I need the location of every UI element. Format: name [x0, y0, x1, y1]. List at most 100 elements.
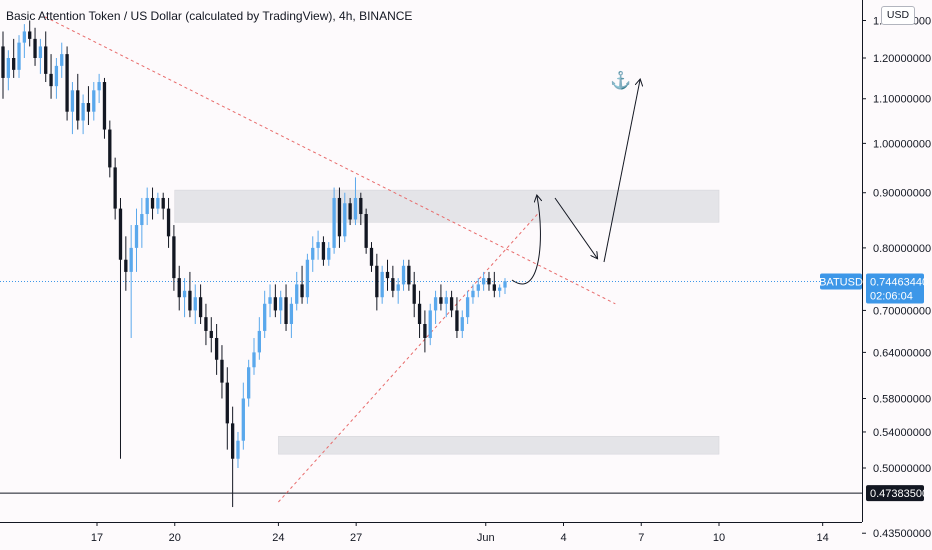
candle[interactable] — [6, 50, 10, 91]
candle[interactable] — [359, 192, 363, 226]
candle[interactable] — [81, 94, 85, 135]
curved-up-arrow[interactable] — [511, 196, 540, 285]
candle[interactable] — [86, 86, 91, 126]
candle[interactable] — [396, 278, 400, 304]
candle[interactable] — [150, 187, 155, 220]
candle[interactable] — [481, 271, 486, 291]
candle[interactable] — [289, 297, 294, 338]
candle[interactable] — [316, 230, 320, 260]
candle[interactable] — [311, 236, 315, 272]
candle[interactable] — [76, 73, 80, 130]
candle[interactable] — [273, 284, 278, 318]
candle[interactable] — [193, 284, 197, 324]
candle[interactable] — [70, 82, 75, 135]
candle[interactable] — [343, 192, 347, 243]
candle[interactable] — [236, 431, 240, 468]
candle[interactable] — [498, 284, 502, 298]
candle[interactable] — [380, 265, 384, 304]
candle[interactable] — [455, 297, 459, 338]
down-arrow[interactable] — [554, 197, 597, 258]
candle[interactable] — [28, 20, 32, 47]
candle[interactable] — [188, 271, 192, 318]
candle[interactable] — [492, 271, 496, 298]
candle[interactable] — [337, 187, 342, 248]
candle[interactable] — [375, 253, 379, 311]
candle[interactable] — [257, 317, 261, 360]
candle[interactable] — [241, 382, 245, 450]
candle[interactable] — [284, 284, 288, 331]
candle[interactable] — [177, 265, 181, 311]
candle[interactable] — [108, 120, 112, 178]
candle[interactable] — [327, 242, 331, 266]
candle[interactable] — [102, 77, 107, 139]
candle[interactable] — [401, 259, 406, 291]
candle[interactable] — [433, 290, 438, 324]
anchor-icon[interactable]: ⚓ — [610, 70, 631, 90]
symbol-tag[interactable] — [820, 273, 862, 290]
candle[interactable] — [465, 290, 470, 324]
zone-rectangle[interactable] — [174, 189, 720, 223]
candle[interactable] — [353, 177, 358, 226]
candle[interactable] — [22, 24, 27, 58]
candle[interactable] — [124, 236, 128, 291]
up-target-arrow[interactable] — [603, 80, 640, 263]
candle[interactable] — [129, 225, 133, 338]
candle[interactable] — [44, 31, 48, 83]
candle[interactable] — [300, 265, 304, 304]
currency-button[interactable]: USD — [881, 6, 915, 25]
candle[interactable] — [476, 278, 480, 298]
candle[interactable] — [166, 197, 171, 248]
candle[interactable] — [247, 359, 251, 407]
candle[interactable] — [92, 82, 96, 121]
candle[interactable] — [428, 303, 432, 346]
candle[interactable] — [417, 290, 422, 338]
candle[interactable] — [172, 225, 176, 291]
candle[interactable] — [385, 259, 390, 291]
candle[interactable] — [134, 208, 139, 272]
candle[interactable] — [1, 31, 5, 99]
candle[interactable] — [449, 290, 454, 318]
candle[interactable] — [305, 253, 310, 304]
candle[interactable] — [161, 192, 165, 220]
zone-rectangle[interactable] — [278, 436, 720, 455]
candle[interactable] — [198, 284, 203, 324]
candle[interactable] — [33, 27, 37, 66]
candle[interactable] — [209, 317, 213, 353]
candle[interactable] — [369, 242, 374, 272]
candle[interactable] — [214, 323, 219, 375]
candle[interactable] — [487, 271, 491, 291]
candle[interactable] — [252, 337, 256, 375]
candle[interactable] — [332, 187, 336, 254]
candle[interactable] — [97, 73, 101, 104]
candle[interactable] — [444, 290, 448, 318]
candle[interactable] — [220, 345, 224, 399]
candle[interactable] — [321, 236, 326, 266]
candle[interactable] — [279, 290, 283, 324]
trendline-1[interactable] — [44, 16, 616, 305]
candle[interactable] — [65, 46, 69, 121]
candle[interactable] — [49, 54, 53, 99]
candle[interactable] — [204, 303, 208, 346]
candle[interactable] — [263, 290, 267, 338]
candle[interactable] — [439, 284, 443, 311]
candle[interactable] — [145, 187, 149, 226]
candle[interactable] — [471, 284, 475, 304]
candle[interactable] — [268, 284, 272, 318]
candle[interactable] — [156, 192, 160, 215]
candle[interactable] — [407, 259, 411, 291]
candle[interactable] — [391, 265, 395, 298]
candle[interactable] — [54, 58, 59, 99]
trendline-2[interactable] — [278, 213, 538, 503]
candle[interactable] — [12, 38, 16, 78]
candle[interactable] — [225, 367, 229, 450]
candle[interactable] — [364, 208, 368, 254]
candle[interactable] — [140, 197, 144, 248]
candle[interactable] — [182, 278, 187, 318]
candle[interactable] — [348, 197, 352, 226]
candle[interactable] — [230, 406, 235, 508]
last-price-tag[interactable] — [866, 273, 924, 304]
candle[interactable] — [38, 38, 43, 74]
candle[interactable] — [423, 310, 427, 353]
candle[interactable] — [412, 271, 416, 318]
